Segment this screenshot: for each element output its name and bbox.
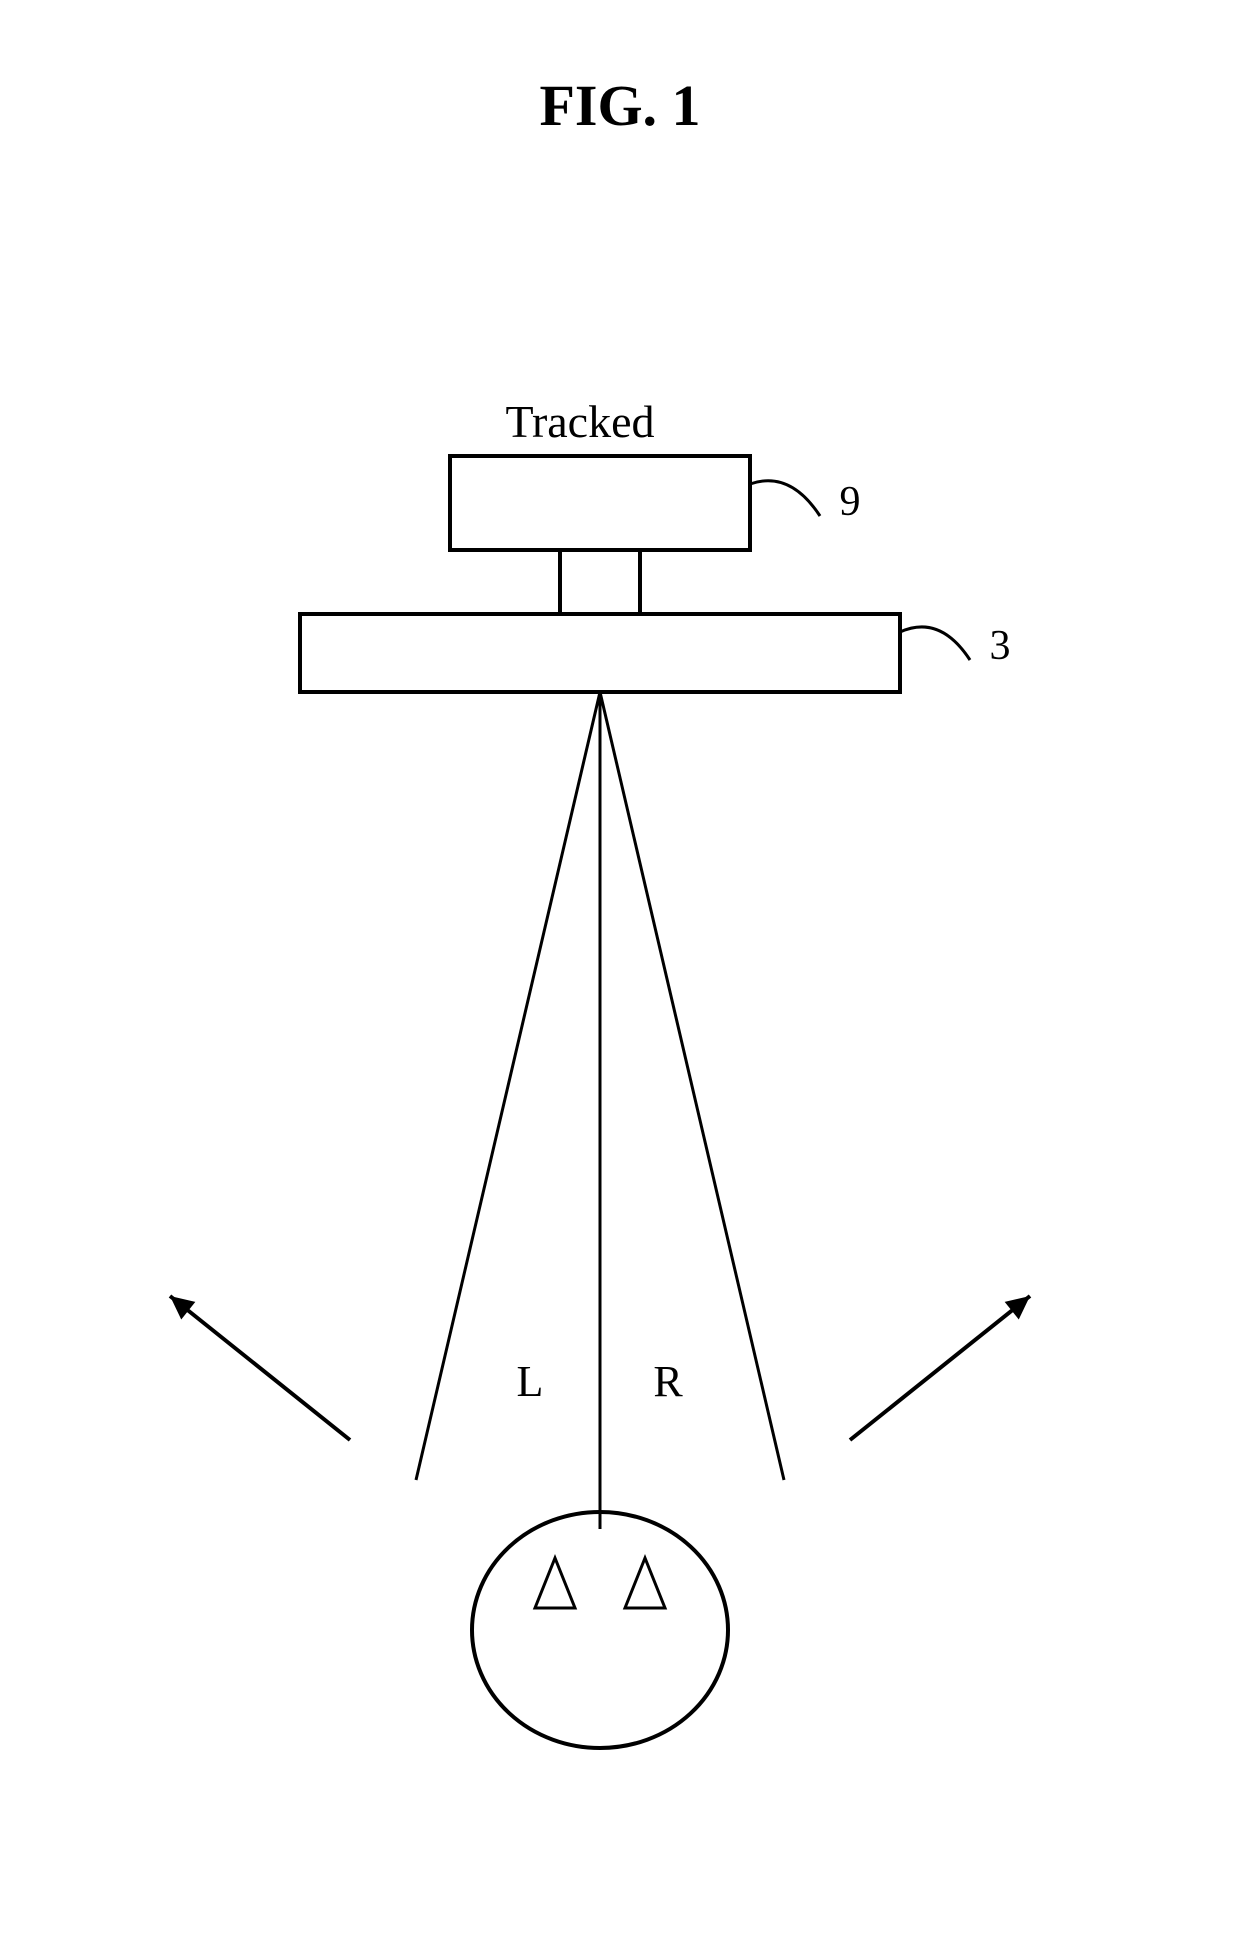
zone-L-label: L	[500, 1356, 560, 1407]
eye-right-icon	[625, 1558, 665, 1608]
zone-R-label: R	[638, 1356, 698, 1407]
tracked-label: Tracked	[460, 395, 700, 448]
callout-3-label: 3	[970, 622, 1030, 670]
right-arrow-head	[1005, 1296, 1030, 1319]
callout-9-label: 9	[820, 478, 880, 526]
callout-9-leader	[750, 481, 820, 516]
neck-box	[560, 550, 640, 614]
left-arrow-head	[170, 1296, 195, 1319]
left-arrow-shaft	[170, 1296, 350, 1440]
panel-box	[300, 614, 900, 692]
callout-3-leader	[900, 627, 970, 660]
eye-left-icon	[535, 1558, 575, 1608]
viewer-head	[472, 1512, 728, 1748]
figure-title: FIG. 1	[470, 72, 770, 139]
diagram-svg	[0, 0, 1240, 1942]
right-arrow-shaft	[850, 1296, 1030, 1440]
tracked-box	[450, 456, 750, 550]
